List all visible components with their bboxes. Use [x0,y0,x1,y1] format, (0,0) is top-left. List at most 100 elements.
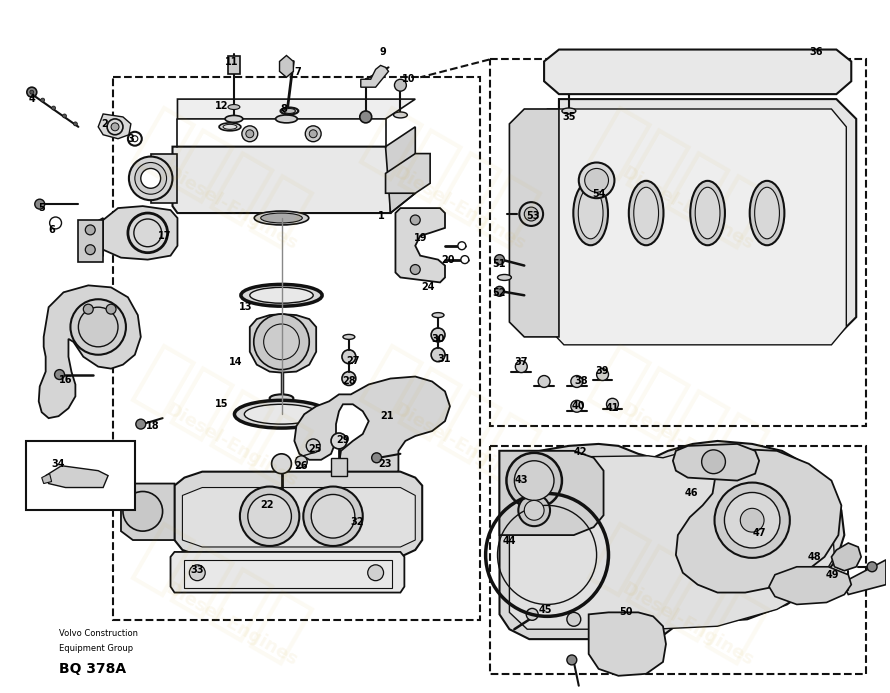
Ellipse shape [245,404,319,424]
Ellipse shape [225,116,243,123]
Text: 3: 3 [127,134,134,143]
Ellipse shape [270,394,294,403]
Text: 21: 21 [380,411,393,421]
Ellipse shape [276,115,297,123]
Text: 紫发动力: 紫发动力 [580,100,776,256]
Circle shape [567,655,577,665]
Ellipse shape [629,181,663,245]
Text: 29: 29 [336,435,350,445]
Text: 43: 43 [514,475,528,484]
Circle shape [295,456,307,468]
Bar [490,446,866,674]
Circle shape [254,314,309,369]
Text: Diesel-Engines: Diesel-Engines [163,401,301,491]
Text: 30: 30 [432,334,445,344]
Circle shape [578,162,614,198]
Circle shape [303,486,363,546]
Polygon shape [174,472,422,557]
Ellipse shape [250,288,313,304]
Text: 1: 1 [378,211,385,221]
Circle shape [41,98,44,102]
Text: 10: 10 [401,74,415,85]
Circle shape [461,256,469,263]
Text: 17: 17 [158,231,172,241]
Polygon shape [295,376,450,486]
Polygon shape [360,65,389,87]
Text: 18: 18 [146,421,159,431]
Text: 52: 52 [493,288,506,298]
Circle shape [84,304,93,314]
Circle shape [78,307,118,346]
Circle shape [431,348,445,362]
Circle shape [246,130,254,138]
Circle shape [495,286,505,297]
Ellipse shape [433,313,444,317]
Text: 24: 24 [421,282,435,292]
Circle shape [62,114,67,118]
Circle shape [263,324,299,360]
Circle shape [73,122,77,126]
Polygon shape [85,218,103,256]
Polygon shape [98,206,177,260]
Circle shape [85,245,95,254]
Polygon shape [499,451,603,535]
Circle shape [360,111,372,123]
Text: 48: 48 [808,552,821,562]
Bar [228,57,240,74]
Circle shape [312,495,355,538]
Polygon shape [121,484,174,540]
Text: 9: 9 [379,46,386,57]
Ellipse shape [255,211,309,225]
Polygon shape [182,487,416,547]
Text: 54: 54 [592,189,605,199]
Text: 23: 23 [378,459,392,468]
Circle shape [271,454,291,473]
Circle shape [514,461,554,500]
Circle shape [524,500,544,520]
Text: Diesel-Engines: Diesel-Engines [391,401,529,491]
Ellipse shape [234,401,328,428]
Text: 44: 44 [503,536,516,546]
Text: 34: 34 [52,459,65,468]
Circle shape [567,613,581,626]
Text: 27: 27 [346,356,360,366]
Circle shape [129,157,173,200]
Circle shape [837,57,846,67]
Circle shape [524,207,538,221]
Ellipse shape [691,181,725,245]
Polygon shape [544,49,851,94]
Text: 31: 31 [437,353,450,364]
Ellipse shape [223,124,237,130]
Text: 11: 11 [225,58,239,67]
Ellipse shape [261,213,303,223]
Circle shape [724,493,780,548]
Polygon shape [279,55,294,78]
Polygon shape [177,99,416,119]
Ellipse shape [284,109,295,114]
Text: 46: 46 [685,489,699,498]
Ellipse shape [280,107,298,114]
Text: Diesel-Engines: Diesel-Engines [163,163,301,253]
Bar [26,441,135,510]
Ellipse shape [573,181,608,245]
Circle shape [136,419,146,429]
Polygon shape [150,154,177,203]
Polygon shape [250,314,316,373]
Polygon shape [509,448,835,629]
Text: 25: 25 [309,444,322,454]
Circle shape [585,168,609,192]
Bar [562,55,576,76]
Text: 40: 40 [572,401,586,411]
Circle shape [431,328,445,342]
Text: 紫发动力: 紫发动力 [124,516,320,672]
Text: 41: 41 [606,403,619,413]
Text: 36: 36 [810,46,823,57]
Ellipse shape [219,123,241,131]
Ellipse shape [578,187,603,239]
Text: 6: 6 [48,225,55,235]
Text: 5: 5 [38,203,45,213]
Circle shape [715,482,789,558]
Circle shape [410,215,420,225]
Circle shape [331,433,347,449]
Text: 15: 15 [215,399,229,410]
